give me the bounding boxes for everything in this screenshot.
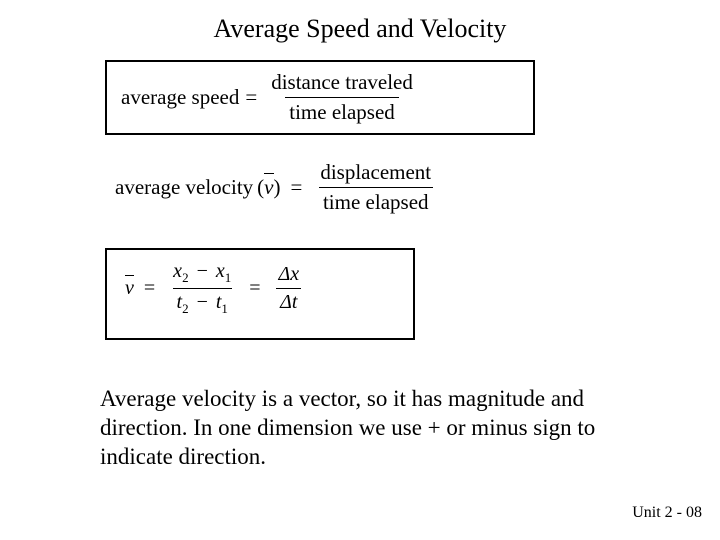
velocity-formula-box: v = x2 − x1 t2 − t1 = Δx Δt <box>105 248 415 340</box>
x2-sub: 2 <box>182 270 189 285</box>
avg-speed-equation-box: average speed = distance traveled time e… <box>105 60 535 135</box>
avg-velocity-fraction: displacement time elapsed <box>316 160 435 215</box>
avg-velocity-denominator: time elapsed <box>319 187 433 215</box>
velocity-num-expanded: x2 − x1 <box>169 260 235 288</box>
velocity-fraction-delta: Δx Δt <box>275 263 304 314</box>
t2-sub: 2 <box>182 301 189 316</box>
avg-speed-denominator: time elapsed <box>285 97 399 125</box>
page-title: Average Speed and Velocity <box>0 0 720 44</box>
avg-speed-numerator: distance traveled <box>267 70 417 97</box>
equals-sign: = <box>144 277 155 300</box>
t1-sub: 1 <box>221 301 228 316</box>
equals-sign: = <box>245 85 257 110</box>
x1-var: x <box>216 260 225 282</box>
equals-sign: = <box>249 277 260 300</box>
close-paren: ) <box>274 175 281 200</box>
unit-label: Unit 2 - 08 <box>632 504 702 522</box>
avg-velocity-numerator: displacement <box>316 160 435 187</box>
open-paren: ( <box>257 175 264 200</box>
v-bar-symbol: v <box>264 175 273 200</box>
avg-speed-lhs: average speed <box>121 85 239 110</box>
minus-sign: − <box>197 291 208 313</box>
minus-sign: − <box>197 260 208 282</box>
velocity-fraction-expanded: x2 − x1 t2 − t1 <box>169 260 235 317</box>
explanation-text: Average velocity is a vector, so it has … <box>100 385 640 471</box>
x1-sub: 1 <box>225 270 232 285</box>
avg-velocity-equation: average velocity ( v ) = displacement ti… <box>115 160 575 215</box>
equals-sign: = <box>291 175 303 200</box>
avg-velocity-lhs-text: average velocity <box>115 175 253 200</box>
avg-speed-fraction: distance traveled time elapsed <box>267 70 417 125</box>
delta-x: Δx <box>275 263 304 288</box>
velocity-formula: v = x2 − x1 t2 − t1 = Δx Δt <box>125 260 395 317</box>
delta-t: Δt <box>276 288 301 314</box>
avg-speed-equation: average speed = distance traveled time e… <box>121 70 519 125</box>
x2-var: x <box>173 260 182 282</box>
velocity-den-expanded: t2 − t1 <box>173 288 232 317</box>
v-bar-symbol: v <box>125 277 134 300</box>
